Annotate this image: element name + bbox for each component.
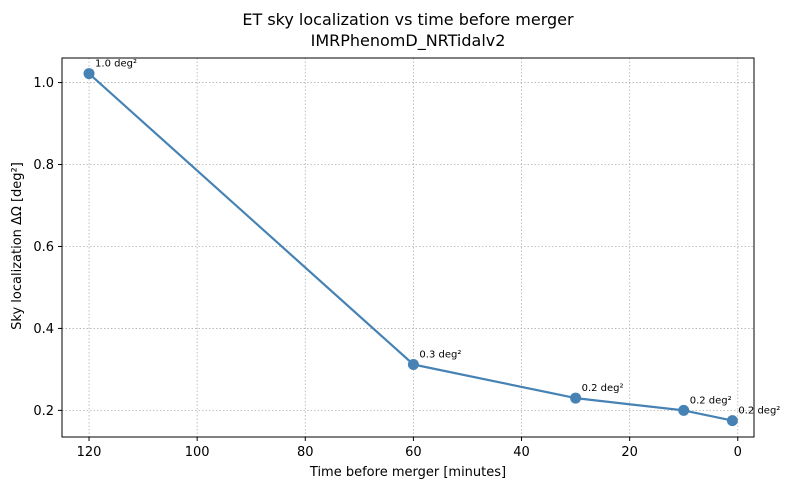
x-tick-label: 40 (513, 445, 530, 460)
x-tick-label: 60 (405, 445, 422, 460)
y-axis-label: Sky localization ΔΩ [deg²] (10, 162, 25, 330)
data-point (678, 404, 690, 416)
data-label: 0.2 deg² (582, 383, 624, 394)
data-point (407, 358, 419, 370)
grid (62, 58, 754, 437)
x-tick-label: 20 (621, 445, 638, 460)
data-point (83, 68, 95, 80)
chart-subtitle: IMRPhenomD_NRTidalv2 (311, 31, 506, 51)
data-point (570, 392, 582, 404)
x-tick-label: 120 (77, 445, 102, 460)
data-label: 1.0 deg² (95, 59, 137, 70)
data-label: 0.3 deg² (419, 349, 461, 360)
axis-ticks: 120 100 80 60 40 20 0 0.2 0.4 0.6 0.8 1.0 (33, 76, 742, 460)
x-tick-label: 0 (734, 445, 742, 460)
y-tick-label: 0.4 (33, 322, 54, 337)
x-axis-label: Time before merger [minutes] (309, 465, 506, 480)
y-tick-label: 0.2 (33, 404, 54, 419)
x-tick-label: 80 (297, 445, 314, 460)
y-tick-label: 1.0 (33, 76, 54, 91)
chart-title: ET sky localization vs time before merge… (242, 10, 574, 29)
plot-area-frame (61, 57, 755, 438)
data-label: 0.2 deg² (738, 406, 780, 417)
series: 1.0 deg² 0.3 deg² 0.2 deg² 0.2 deg² 0.2 deg² (83, 59, 780, 427)
y-tick-label: 0.8 (33, 158, 54, 173)
y-tick-label: 0.6 (33, 240, 54, 255)
data-label: 0.2 deg² (690, 395, 732, 406)
x-tick-label: 100 (185, 445, 210, 460)
data-point (726, 415, 738, 427)
